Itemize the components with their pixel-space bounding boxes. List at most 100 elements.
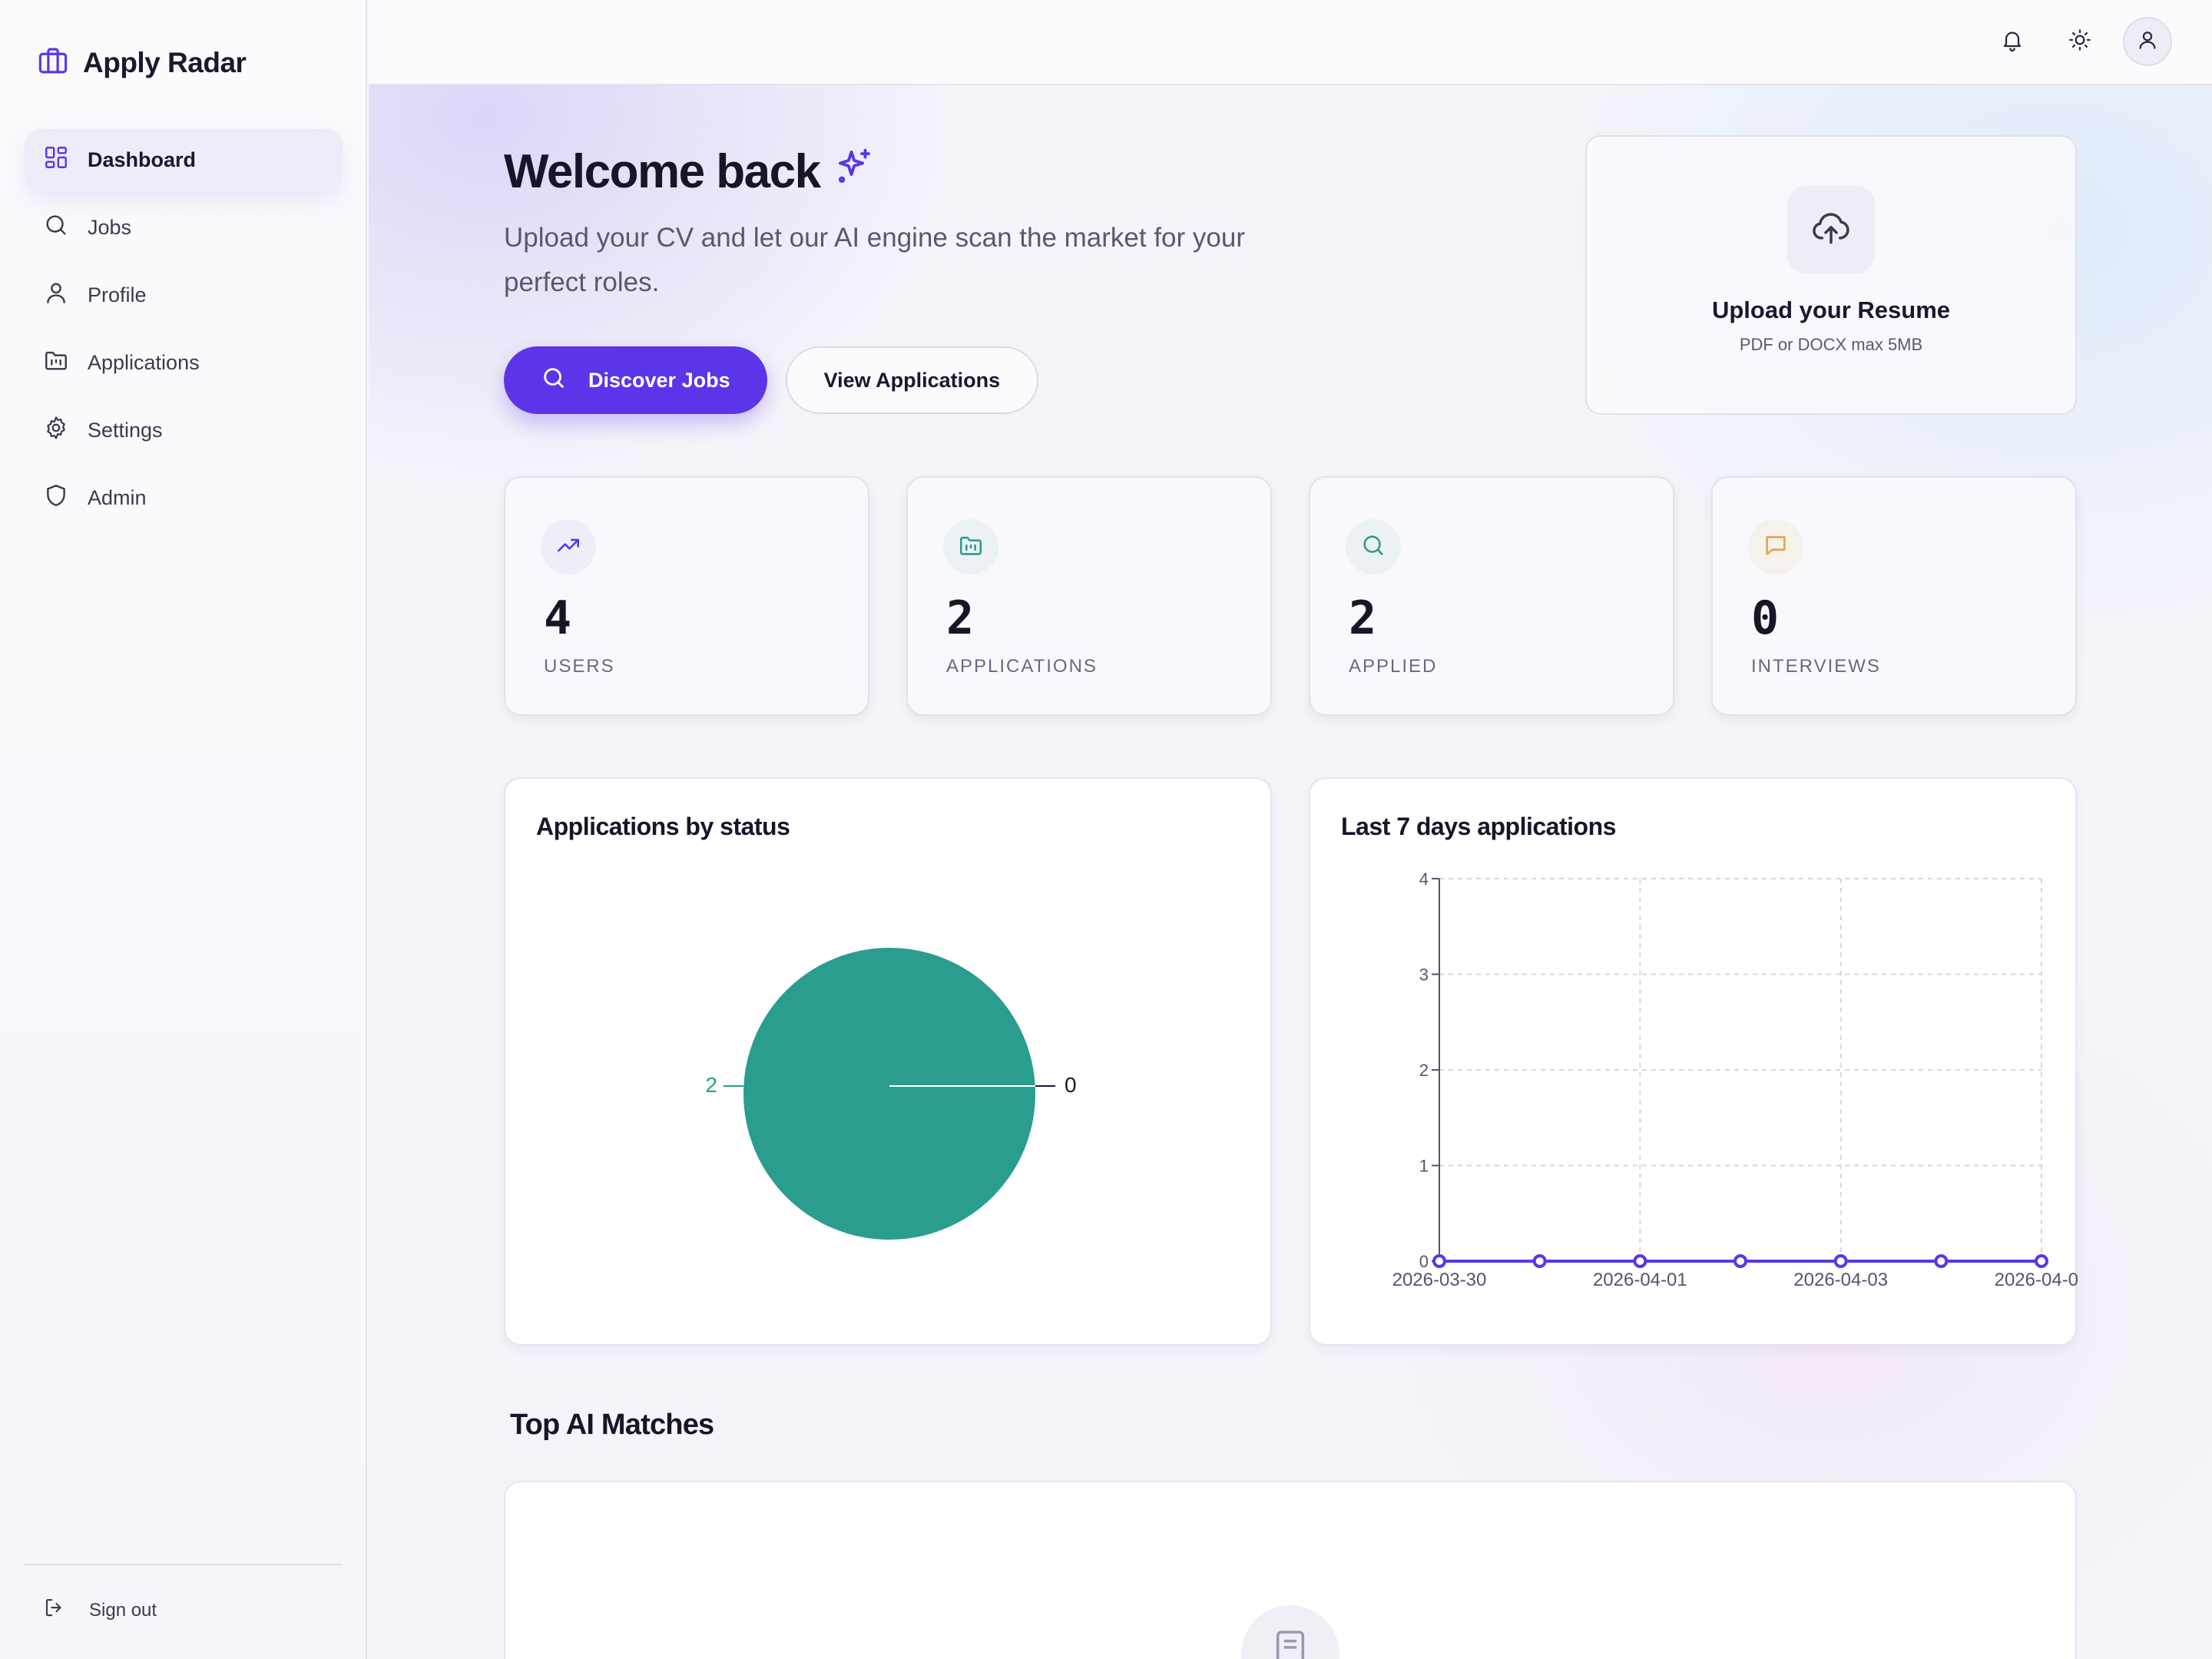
stat-value: 0 <box>1751 591 1780 645</box>
sidebar-footer: Sign out <box>25 1564 343 1624</box>
sidebar-item-label: Dashboard <box>88 147 197 171</box>
stat-icon-wrap <box>943 519 998 575</box>
data-point <box>1633 1254 1647 1268</box>
matches-card <box>504 1481 2077 1659</box>
x-tick-label: 2026-04-05 <box>1995 1270 2078 1290</box>
upload-resume-dropzone[interactable]: Upload your Resume PDF or DOCX max 5MB <box>1585 135 2077 415</box>
brand[interactable]: Apply Radar <box>37 45 247 81</box>
sidebar-item-label: Applications <box>88 350 200 374</box>
bell-icon <box>2000 28 2025 56</box>
discover-jobs-label: Discover Jobs <box>588 368 730 392</box>
stat-card-applications: 2 APPLICATIONS <box>906 476 1272 716</box>
trending-up-icon <box>555 532 581 562</box>
sidebar-item-label: Settings <box>88 418 163 442</box>
briefcase-icon <box>37 45 69 81</box>
data-point <box>1734 1254 1747 1268</box>
upload-title: Upload your Resume <box>1711 296 1951 323</box>
sidebar-item-settings[interactable]: Settings <box>25 399 343 461</box>
user-icon <box>43 280 69 311</box>
sparkles-icon <box>834 144 876 199</box>
y-tick-label: 1 <box>1419 1157 1429 1176</box>
x-tick-label: 2026-04-03 <box>1793 1270 1888 1290</box>
stat-card-applied: 2 APPLIED <box>1309 476 1674 716</box>
stat-label: APPLIED <box>1349 656 1438 677</box>
x-tick-label: 2026-04-01 <box>1593 1270 1687 1290</box>
data-point <box>2035 1254 2048 1268</box>
data-point <box>1432 1254 1446 1268</box>
sidebar-item-label: Admin <box>88 485 147 509</box>
stat-value: 4 <box>544 591 572 645</box>
main-content: Welcome back Upload your CV and let our … <box>369 0 2212 1659</box>
logout-icon <box>43 1596 66 1624</box>
hero-actions: Discover Jobs View Applications <box>504 346 1303 414</box>
y-tick-label: 4 <box>1419 869 1429 889</box>
shield-icon <box>43 482 69 514</box>
stat-icon-wrap <box>1346 519 1401 575</box>
search-icon <box>541 365 567 396</box>
sidebar-item-dashboard[interactable]: Dashboard <box>25 129 343 190</box>
pie-slice <box>743 948 1035 1240</box>
stat-value: 2 <box>946 591 975 645</box>
y-tick-label: 0 <box>1419 1252 1429 1271</box>
user-avatar-button[interactable] <box>2123 17 2172 66</box>
panel-title: Last 7 days applications <box>1341 813 1616 840</box>
line-chart: 0 1 2 3 4 2026-03-30 2026-04-01 2026-04-03 2026-… <box>1392 869 2078 1290</box>
view-applications-button[interactable]: View Applications <box>785 346 1039 414</box>
stat-label: USERS <box>544 656 615 677</box>
pie-label: 2 <box>705 1073 717 1097</box>
stats-row: 4 USERS 2 APPLICATIONS 2 APPLIED <box>504 476 2077 716</box>
cloud-upload-icon <box>1810 207 1853 253</box>
search-icon <box>1360 532 1386 562</box>
page-title: Welcome back <box>504 144 1303 199</box>
stat-value: 2 <box>1349 591 1377 645</box>
hero-subtitle: Upload your CV and let our AI engine sca… <box>504 223 1245 297</box>
matches-title: Top AI Matches <box>510 1409 714 1441</box>
sidebar-item-jobs[interactable]: Jobs <box>25 197 343 258</box>
document-icon <box>1269 1627 1312 1659</box>
sign-out-button[interactable]: Sign out <box>25 1596 343 1624</box>
gear-icon <box>43 415 69 446</box>
data-point <box>1833 1254 1848 1268</box>
message-icon <box>1763 532 1789 562</box>
stat-icon-wrap <box>541 519 596 575</box>
discover-jobs-button[interactable]: Discover Jobs <box>504 346 767 414</box>
empty-state-icon-wrap <box>1241 1605 1339 1659</box>
weekly-chart-panel: 0 1 2 3 4 2026-03-30 2026-04-01 2026-04-03 2026-… <box>1309 777 2078 1346</box>
user-avatar-icon <box>2135 28 2160 56</box>
y-tick-label: 2 <box>1419 1061 1429 1080</box>
search-icon <box>43 212 69 243</box>
hero-title-text: Welcome back <box>504 145 821 198</box>
sidebar-nav: Dashboard Jobs Profile Applications Sett… <box>25 129 343 535</box>
sun-icon <box>2068 28 2092 56</box>
theme-toggle-button[interactable] <box>2055 17 2104 66</box>
stat-icon-wrap <box>1748 519 1803 575</box>
sidebar-item-admin[interactable]: Admin <box>25 467 343 528</box>
data-point <box>1934 1254 1949 1268</box>
data-point <box>1532 1254 1547 1268</box>
sign-out-label: Sign out <box>89 1599 157 1621</box>
stat-label: APPLICATIONS <box>946 656 1098 677</box>
topbar <box>369 0 2212 85</box>
pie-label: 0 <box>1065 1073 1077 1097</box>
app-name: Apply Radar <box>83 46 247 78</box>
folder-icon <box>43 347 69 379</box>
sidebar-item-label: Jobs <box>88 215 132 239</box>
stat-card-interviews: 0 INTERVIEWS <box>1711 476 2077 716</box>
hero: Welcome back Upload your CV and let our … <box>504 144 1303 414</box>
stat-card-users: 4 USERS <box>504 476 869 716</box>
upload-subtitle: PDF or DOCX max 5MB <box>1739 335 1923 354</box>
sidebar: Apply Radar Dashboard Jobs Profile <box>0 0 367 1659</box>
upload-icon-box <box>1787 186 1875 273</box>
stat-label: INTERVIEWS <box>1751 656 1881 677</box>
notifications-button[interactable] <box>1988 17 2037 66</box>
dashboard-icon <box>43 144 69 176</box>
sidebar-item-profile[interactable]: Profile <box>25 264 343 326</box>
sidebar-item-label: Profile <box>88 283 147 306</box>
y-tick-label: 3 <box>1419 965 1429 985</box>
panel-title: Applications by status <box>536 813 790 840</box>
folder-icon <box>958 532 984 562</box>
x-tick-label: 2026-03-30 <box>1392 1270 1487 1290</box>
sidebar-item-applications[interactable]: Applications <box>25 332 343 393</box>
